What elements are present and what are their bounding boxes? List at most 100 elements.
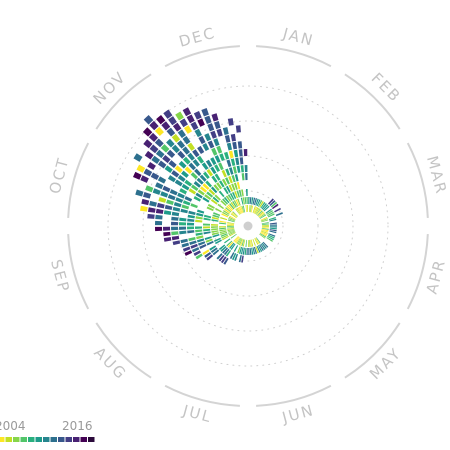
data-cell-282 <box>151 155 161 164</box>
data-cell-206 <box>187 214 195 219</box>
data-cell-444 <box>245 189 248 197</box>
data-cell-257 <box>157 176 167 184</box>
data-cell-317 <box>194 168 202 177</box>
data-cell-136 <box>206 240 214 246</box>
data-cell-1 <box>249 205 251 213</box>
data-cell-252 <box>222 211 229 217</box>
legend-swatch-2015 <box>80 437 87 442</box>
month-label-jun: JUN <box>279 401 316 427</box>
data-cells <box>133 107 283 265</box>
data-cell-100 <box>237 238 242 245</box>
data-cell-140 <box>228 230 236 234</box>
data-cell-413 <box>214 121 221 130</box>
grid-circle-1 <box>212 190 284 262</box>
data-cell-35 <box>260 216 268 221</box>
month-arc-feb <box>344 73 401 130</box>
data-cell-113 <box>233 236 239 242</box>
legend-swatch-2007 <box>20 437 27 442</box>
month-label-may: MAY <box>366 344 405 383</box>
data-cell-364 <box>179 118 188 128</box>
data-cell-253 <box>214 207 222 213</box>
data-cell-434 <box>245 205 247 213</box>
grid-circle-3 <box>142 120 354 332</box>
data-cell-414 <box>211 113 219 122</box>
data-cell-33 <box>267 211 274 217</box>
data-cell-18 <box>256 209 262 216</box>
data-cell-244 <box>184 196 193 202</box>
data-cell-336 <box>166 127 176 137</box>
data-cell-223 <box>220 216 228 221</box>
data-cell-70 <box>259 244 264 251</box>
data-cell-248 <box>155 182 164 190</box>
data-cell-124 <box>210 247 218 254</box>
data-cell-27 <box>270 201 278 208</box>
data-cell-292 <box>168 160 177 169</box>
data-cell-97 <box>234 253 239 261</box>
data-cell-50 <box>269 227 277 230</box>
data-cell-163 <box>203 231 211 235</box>
data-cell-331 <box>192 159 200 167</box>
month-arc-jan <box>256 45 332 68</box>
data-cell-93 <box>241 239 245 247</box>
data-cell-298 <box>226 205 233 212</box>
data-cell-192 <box>155 220 163 226</box>
data-cell-114 <box>227 241 234 248</box>
month-arc-aug <box>95 322 152 379</box>
data-cell-37 <box>260 218 268 222</box>
data-cell-87 <box>244 247 247 255</box>
data-cell-95 <box>240 238 244 246</box>
data-cell-98 <box>238 238 243 246</box>
data-cell-420 <box>232 166 237 174</box>
data-cell-62 <box>259 233 267 238</box>
data-cell-271 <box>224 208 231 214</box>
data-cell-354 <box>236 207 241 215</box>
data-cell-171 <box>195 229 203 233</box>
data-cell-128 <box>195 253 203 260</box>
data-cell-46 <box>269 224 277 226</box>
data-cell-446 <box>244 165 248 173</box>
data-cell-440 <box>237 141 243 149</box>
data-cell-42 <box>261 222 269 225</box>
data-cell-439 <box>238 149 243 157</box>
data-cell-91 <box>240 247 244 255</box>
legend-end-label: 2016 <box>62 419 93 433</box>
data-cell-254 <box>207 203 215 209</box>
month-ring <box>67 45 429 407</box>
data-cell-245 <box>177 192 185 199</box>
data-cell-54 <box>269 230 277 234</box>
data-cell-166 <box>163 236 172 242</box>
data-cell-236 <box>175 197 184 203</box>
data-cell-415 <box>242 205 246 213</box>
data-cell-48 <box>269 226 277 228</box>
legend-swatch-2011 <box>50 437 57 442</box>
data-cell-169 <box>211 228 219 231</box>
data-cell-40 <box>268 216 276 221</box>
data-cell-326 <box>229 203 235 210</box>
data-cell-284 <box>231 212 238 218</box>
data-cell-137 <box>199 244 207 249</box>
data-cell-340 <box>230 202 236 209</box>
data-cell-442 <box>246 205 248 213</box>
data-cell-144 <box>190 243 198 249</box>
data-cell-308 <box>160 144 170 153</box>
data-cell-47 <box>261 226 269 228</box>
data-cell-55 <box>261 229 269 233</box>
data-cell-423 <box>226 142 233 151</box>
data-cell-334 <box>176 140 186 149</box>
data-cell-264 <box>188 188 197 195</box>
data-cell-234 <box>190 203 198 209</box>
data-cell-86 <box>245 239 247 247</box>
data-cell-426 <box>242 197 245 205</box>
data-cell-373 <box>202 143 210 152</box>
data-cell-175 <box>163 231 171 237</box>
data-cell-11 <box>256 199 261 207</box>
data-cell-430 <box>233 149 239 158</box>
data-cell-274 <box>204 194 212 201</box>
data-cell-164 <box>195 232 203 236</box>
data-cell-165 <box>171 235 180 241</box>
data-cell-312 <box>227 204 234 211</box>
data-cell-347 <box>192 149 200 158</box>
data-cell-301 <box>208 188 216 196</box>
data-cell-220 <box>149 200 157 207</box>
data-cell-230 <box>143 192 152 199</box>
